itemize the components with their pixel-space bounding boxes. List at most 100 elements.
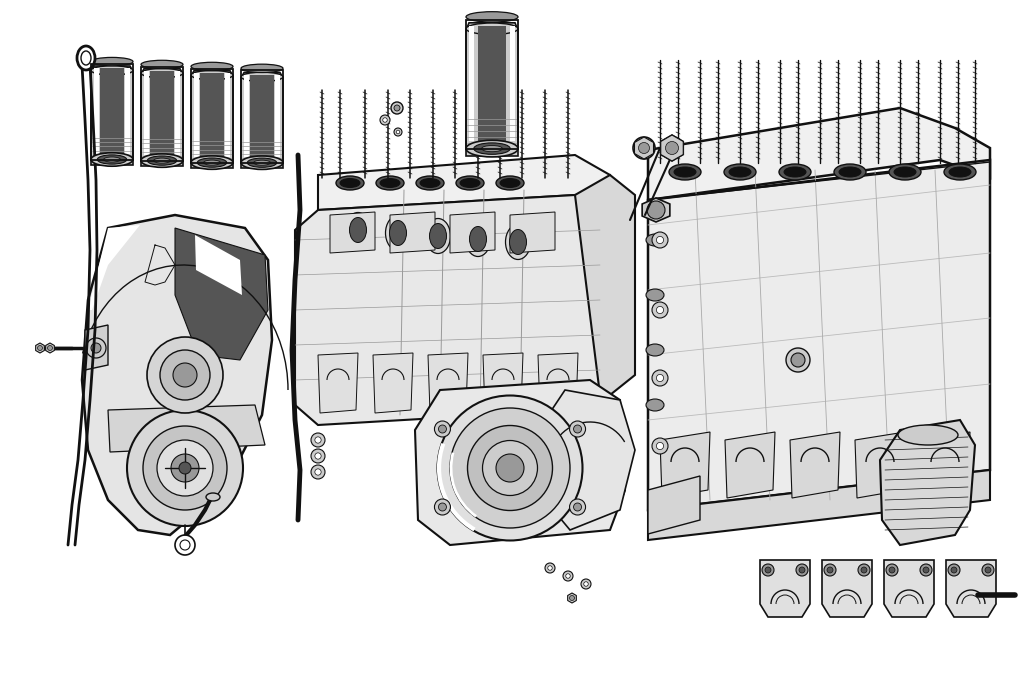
Ellipse shape: [81, 51, 91, 65]
Circle shape: [383, 117, 387, 122]
Circle shape: [311, 433, 325, 447]
Ellipse shape: [340, 178, 360, 188]
Ellipse shape: [638, 141, 650, 154]
Circle shape: [665, 141, 679, 155]
Polygon shape: [450, 212, 495, 253]
Circle shape: [175, 535, 195, 555]
Polygon shape: [125, 68, 130, 154]
Ellipse shape: [496, 176, 524, 190]
Circle shape: [565, 574, 570, 579]
Circle shape: [391, 102, 403, 114]
Polygon shape: [151, 71, 173, 157]
Ellipse shape: [141, 154, 183, 167]
Polygon shape: [85, 325, 108, 370]
Circle shape: [569, 499, 586, 515]
Ellipse shape: [466, 140, 518, 157]
Circle shape: [434, 421, 451, 437]
Circle shape: [652, 438, 668, 454]
Polygon shape: [191, 71, 233, 168]
Ellipse shape: [898, 425, 958, 445]
Polygon shape: [194, 73, 199, 157]
Ellipse shape: [437, 395, 583, 540]
Ellipse shape: [466, 12, 518, 22]
Ellipse shape: [633, 137, 655, 159]
Circle shape: [314, 469, 322, 475]
Circle shape: [314, 437, 322, 443]
Circle shape: [652, 232, 668, 248]
Ellipse shape: [456, 176, 484, 190]
Circle shape: [545, 563, 555, 573]
Circle shape: [147, 337, 223, 413]
Ellipse shape: [510, 229, 526, 255]
Polygon shape: [88, 225, 140, 310]
Ellipse shape: [674, 167, 696, 177]
Circle shape: [569, 596, 574, 600]
Circle shape: [173, 363, 197, 387]
Polygon shape: [275, 74, 280, 157]
Polygon shape: [884, 560, 934, 617]
Ellipse shape: [468, 426, 553, 510]
Circle shape: [796, 564, 808, 576]
Ellipse shape: [91, 57, 133, 66]
Polygon shape: [141, 69, 183, 166]
Circle shape: [656, 307, 664, 313]
Circle shape: [438, 425, 446, 433]
Ellipse shape: [376, 176, 404, 190]
Circle shape: [791, 353, 805, 367]
Polygon shape: [855, 432, 905, 498]
Polygon shape: [225, 73, 230, 157]
Ellipse shape: [839, 167, 861, 177]
Polygon shape: [880, 420, 975, 545]
Ellipse shape: [241, 64, 283, 72]
Polygon shape: [175, 228, 268, 360]
Ellipse shape: [944, 164, 976, 180]
Polygon shape: [642, 198, 670, 222]
Circle shape: [656, 443, 664, 449]
Circle shape: [180, 540, 190, 550]
Polygon shape: [946, 560, 996, 617]
Ellipse shape: [460, 178, 480, 188]
Circle shape: [666, 141, 679, 154]
Polygon shape: [330, 212, 375, 253]
Circle shape: [91, 343, 101, 353]
Ellipse shape: [429, 223, 446, 249]
Polygon shape: [46, 343, 54, 353]
Ellipse shape: [469, 227, 486, 251]
Ellipse shape: [91, 66, 133, 75]
Ellipse shape: [141, 60, 183, 69]
Polygon shape: [108, 405, 265, 452]
Ellipse shape: [349, 217, 367, 242]
Ellipse shape: [646, 344, 664, 356]
Polygon shape: [660, 135, 683, 161]
Ellipse shape: [206, 493, 220, 501]
Polygon shape: [510, 212, 555, 253]
Ellipse shape: [500, 178, 520, 188]
Ellipse shape: [204, 160, 220, 165]
Ellipse shape: [779, 164, 811, 180]
Polygon shape: [545, 390, 635, 530]
Circle shape: [314, 453, 322, 459]
Polygon shape: [144, 71, 150, 155]
Ellipse shape: [466, 221, 490, 257]
Ellipse shape: [191, 156, 233, 169]
Polygon shape: [390, 212, 435, 253]
Circle shape: [799, 567, 805, 573]
Polygon shape: [760, 560, 810, 617]
Circle shape: [394, 128, 402, 136]
Circle shape: [886, 564, 898, 576]
Ellipse shape: [496, 454, 524, 482]
Circle shape: [380, 115, 390, 125]
Polygon shape: [175, 71, 180, 155]
Circle shape: [656, 374, 664, 382]
Circle shape: [157, 440, 213, 496]
Ellipse shape: [669, 164, 701, 180]
Ellipse shape: [729, 167, 751, 177]
Polygon shape: [538, 353, 578, 413]
Polygon shape: [790, 432, 840, 498]
Ellipse shape: [889, 164, 921, 180]
Ellipse shape: [141, 68, 183, 78]
Ellipse shape: [336, 176, 364, 190]
Circle shape: [47, 346, 52, 350]
Circle shape: [765, 567, 771, 573]
Ellipse shape: [834, 164, 866, 180]
